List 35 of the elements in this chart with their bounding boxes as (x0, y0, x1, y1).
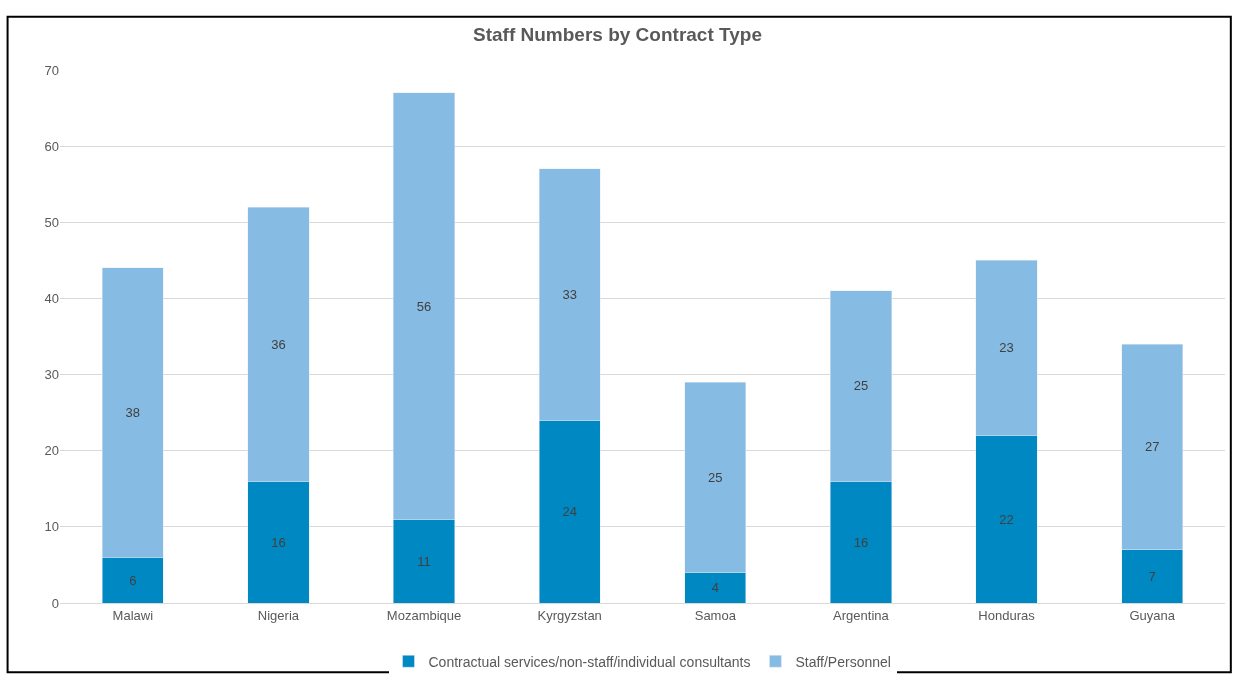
chart-title: Staff Numbers by Contract Type (473, 23, 762, 45)
data-label: 56 (416, 298, 432, 314)
y-tick-label: 10 (44, 519, 59, 535)
data-label: 33 (562, 287, 577, 303)
data-label: 16 (271, 534, 286, 550)
y-tick-label: 20 (44, 443, 59, 459)
legend-label: Contractual services/non-staff/individual consultants (428, 653, 751, 670)
x-tick-label: Malawi (112, 607, 154, 623)
x-tick-label: Guyana (1129, 607, 1176, 623)
data-label: 23 (999, 340, 1014, 356)
data-label: 16 (853, 534, 869, 550)
x-tick-label: Kyrgyzstan (537, 607, 602, 623)
y-tick-label: 60 (44, 138, 59, 154)
data-label: 25 (853, 378, 869, 394)
y-tick-label: 70 (44, 62, 59, 78)
x-tick-label: Mozambique (386, 607, 462, 623)
data-label: 6 (129, 572, 137, 588)
x-tick-label: Argentina (833, 607, 890, 623)
data-label: 4 (711, 580, 719, 596)
x-tick-label: Honduras (978, 607, 1036, 623)
data-label: 38 (125, 405, 141, 421)
y-tick-label: 30 (44, 367, 59, 383)
data-label: 7 (1148, 568, 1156, 584)
legend-label: Staff/Personnel (795, 653, 891, 670)
data-label: 25 (708, 469, 723, 485)
data-label: 36 (271, 336, 286, 352)
y-tick-label: 40 (44, 290, 59, 306)
x-tick-label: Samoa (694, 607, 737, 623)
data-label: 24 (562, 504, 577, 520)
x-tick-label: Nigeria (257, 607, 300, 623)
data-label: 22 (999, 511, 1014, 527)
y-tick-label: 50 (44, 214, 59, 230)
data-label: 11 (417, 553, 431, 569)
data-label: 27 (1144, 439, 1160, 455)
y-tick-label: 0 (51, 595, 59, 611)
